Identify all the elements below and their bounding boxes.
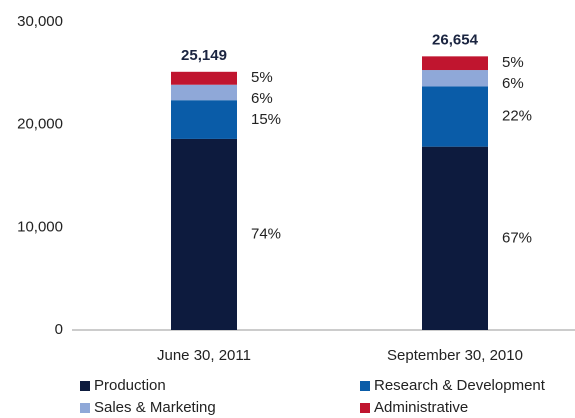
x-tick-label: June 30, 2011 (157, 347, 251, 364)
y-tick-label: 0 (55, 321, 63, 338)
total-label: 25,149 (181, 47, 227, 64)
share-label: 15% (251, 111, 281, 128)
y-tick-label: 10,000 (17, 218, 63, 235)
y-tick-label: 20,000 (17, 116, 63, 133)
bar-segment (171, 100, 237, 139)
legend-label: Sales & Marketing (94, 399, 216, 416)
share-label: 6% (502, 75, 524, 92)
legend-label: Research & Development (374, 377, 546, 394)
share-label: 22% (502, 108, 532, 125)
bar-segment (171, 71, 237, 85)
bar-segment (422, 86, 488, 147)
legend-swatch (360, 403, 370, 413)
legend-swatch (80, 403, 90, 413)
x-tick-label: September 30, 2010 (387, 347, 523, 364)
share-label: 74% (251, 225, 281, 242)
bar-segment (171, 138, 237, 330)
bar-segment (422, 56, 488, 71)
total-label: 26,654 (432, 31, 479, 48)
share-label: 5% (502, 54, 524, 71)
legend-label: Production (94, 377, 166, 394)
share-label: 5% (251, 69, 273, 86)
legend-label: Administrative (374, 399, 468, 416)
share-label: 67% (502, 229, 532, 246)
legend-swatch (80, 381, 90, 391)
legend-swatch (360, 381, 370, 391)
bar-segment (171, 84, 237, 101)
bar-segment (422, 70, 488, 87)
share-label: 6% (251, 90, 273, 107)
y-tick-label: 30,000 (17, 13, 63, 30)
bar-segment (422, 146, 488, 330)
